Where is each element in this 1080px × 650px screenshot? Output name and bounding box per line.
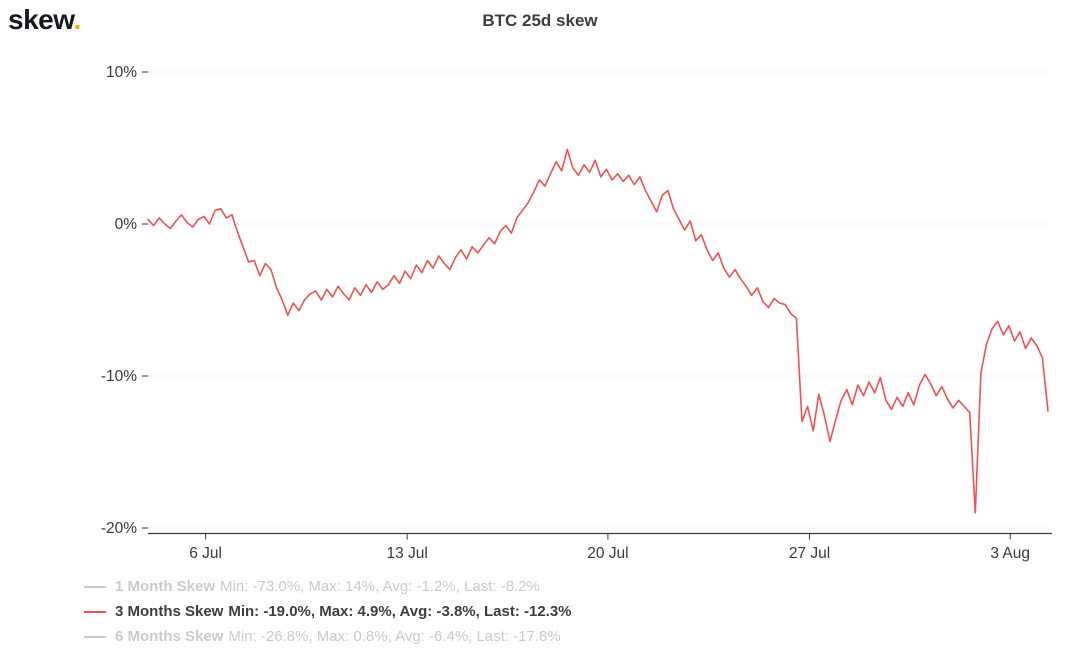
y-tick-label: 10%: [106, 64, 137, 81]
legend-series-name: 3 Months Skew: [115, 603, 224, 620]
legend-series-stats: Min: -26.8%, Max: 0.8%, Avg: -6.4%, Last…: [228, 628, 561, 645]
x-tick-label: 27 Jul: [789, 545, 830, 562]
legend-series-stats: Min: -73.0%, Max: 14%, Avg: -1.2%, Last:…: [220, 578, 540, 595]
legend-series-name: 1 Month Skew: [115, 578, 216, 595]
x-tick-label: 20 Jul: [587, 545, 628, 562]
skew-line-chart: 10% 0% -10% -20% 6 Jul 13 Jul 20 Jul 27 Jul 3 Au…: [101, 64, 1052, 562]
chart-legend: 1 Month Skew Min: -73.0%, Max: 14%, Avg: …: [84, 574, 572, 649]
legend-dash-icon: [84, 586, 106, 589]
series-line-3-months-skew: [147, 148, 1049, 514]
skew-logo-text: skew: [8, 4, 74, 35]
x-tick-label: 6 Jul: [189, 545, 222, 562]
legend-item[interactable]: 1 Month Skew Min: -73.0%, Max: 14%, Avg: …: [84, 574, 572, 599]
y-tick-label: -10%: [101, 368, 137, 385]
y-tick-label: -20%: [101, 520, 137, 537]
legend-series-stats: Min: -19.0%, Max: 4.9%, Avg: -3.8%, Last…: [228, 603, 572, 620]
skew-logo: skew.: [8, 4, 81, 36]
legend-item[interactable]: 6 Months Skew Min: -26.8%, Max: 0.8%, Avg…: [84, 624, 572, 649]
y-axis-labels: 10% 0% -10% -20%: [101, 64, 137, 537]
x-tick-label: 13 Jul: [387, 545, 428, 562]
grid-lines: [142, 71, 1052, 529]
x-tick-label: 3 Aug: [990, 545, 1030, 562]
chart-title: BTC 25d skew: [482, 11, 598, 30]
legend-dash-icon: [84, 611, 106, 614]
legend-series-name: 6 Months Skew: [115, 628, 224, 645]
x-axis: 6 Jul 13 Jul 20 Jul 27 Jul 3 Aug: [148, 532, 1052, 562]
skew-logo-dot: .: [73, 4, 81, 35]
y-tick-label: 0%: [115, 216, 138, 233]
legend-dash-icon: [84, 636, 106, 639]
legend-item[interactable]: 3 Months Skew Min: -19.0%, Max: 4.9%, Avg…: [84, 599, 572, 624]
